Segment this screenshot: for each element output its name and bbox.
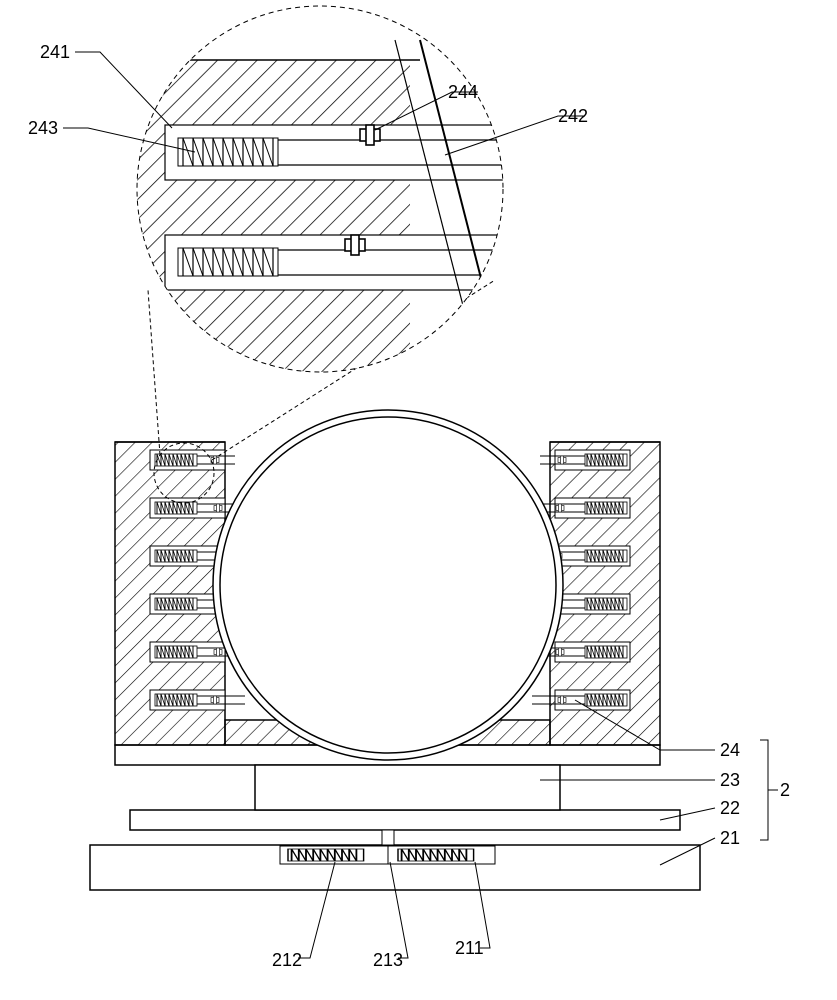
main-assembly xyxy=(90,410,700,890)
label-23: 23 xyxy=(720,770,740,791)
label-211: 211 xyxy=(455,938,484,959)
label-241: 241 xyxy=(40,42,70,63)
label-244: 244 xyxy=(448,82,478,103)
label-243: 243 xyxy=(28,118,58,139)
label-2: 2 xyxy=(780,780,790,801)
label-213: 213 xyxy=(373,950,403,971)
detail-view xyxy=(137,6,505,372)
label-22: 22 xyxy=(720,798,740,819)
label-242: 242 xyxy=(558,106,588,127)
label-21: 21 xyxy=(720,828,740,849)
label-24: 24 xyxy=(720,740,740,761)
label-212: 212 xyxy=(272,950,302,971)
